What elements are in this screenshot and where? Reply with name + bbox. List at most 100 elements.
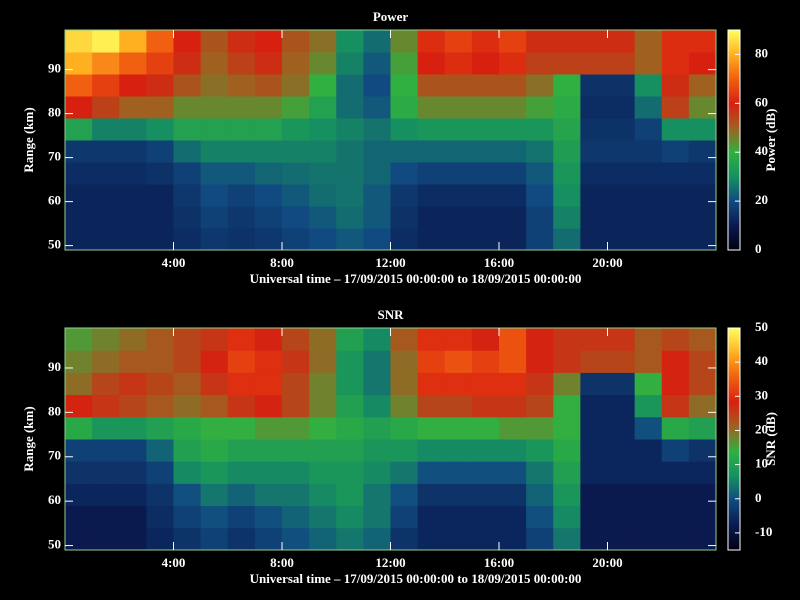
heatmap-cell — [580, 140, 608, 163]
heatmap-cell — [634, 206, 663, 229]
x-tick-label: 8:00 — [270, 555, 294, 570]
heatmap-cell — [661, 52, 690, 75]
heatmap-cell — [254, 140, 283, 163]
heatmap-cell — [526, 372, 554, 396]
heatmap-cell — [634, 30, 663, 53]
y-tick-label: 60 — [48, 193, 61, 208]
heatmap-cell — [309, 118, 337, 141]
heatmap-cell — [119, 328, 147, 351]
heatmap-cell — [444, 505, 473, 529]
heatmap-cell — [444, 30, 473, 53]
heatmap-cell — [526, 505, 554, 529]
heatmap-cell — [471, 30, 500, 53]
heatmap-cell — [282, 328, 310, 351]
heatmap-cell — [526, 184, 554, 207]
heatmap-cell — [309, 416, 337, 440]
heatmap-cell — [146, 206, 174, 229]
heatmap-cell — [444, 461, 473, 484]
heatmap-cell — [363, 140, 391, 163]
heatmap-cell — [309, 394, 337, 418]
heatmap-cell — [119, 394, 147, 418]
heatmap-cell — [444, 162, 473, 185]
heatmap-cell — [688, 416, 717, 440]
heatmap-cell — [661, 96, 690, 119]
heatmap-cell — [309, 372, 337, 396]
heatmap-cell — [444, 118, 473, 141]
colorbar-tick-label: 60 — [755, 94, 768, 109]
heatmap-cell — [200, 30, 229, 53]
heatmap-cell — [173, 372, 202, 396]
heatmap-cell — [363, 74, 391, 97]
heatmap-cell — [390, 372, 419, 396]
heatmap-cell — [526, 350, 554, 373]
heatmap — [65, 30, 717, 251]
heatmap-cell — [146, 118, 174, 141]
heatmap-cell — [146, 328, 174, 351]
heatmap-cell — [254, 372, 283, 396]
heatmap-cell — [227, 483, 256, 507]
heatmap-cell — [417, 184, 446, 207]
heatmap-cell — [200, 96, 229, 119]
heatmap-cell — [417, 162, 446, 185]
heatmap-cell — [92, 461, 120, 484]
heatmap-cell — [526, 461, 554, 484]
heatmap-cell — [363, 206, 391, 229]
heatmap-cell — [661, 162, 690, 185]
heatmap-cell — [607, 74, 636, 97]
heatmap-cell — [227, 328, 256, 351]
heatmap-cell — [390, 439, 419, 462]
heatmap-cell — [309, 96, 337, 119]
heatmap-cell — [471, 328, 500, 351]
heatmap-cell — [417, 350, 446, 373]
heatmap-cell — [146, 416, 174, 440]
heatmap-cell — [200, 439, 229, 462]
heatmap-cell — [173, 483, 202, 507]
y-tick-label: 80 — [48, 105, 61, 120]
heatmap-cell — [146, 184, 174, 207]
heatmap-cell — [471, 206, 500, 229]
heatmap-cell — [200, 162, 229, 185]
heatmap-cell — [200, 372, 229, 396]
heatmap-cell — [336, 483, 364, 507]
heatmap-cell — [173, 328, 202, 351]
heatmap-cell — [417, 206, 446, 229]
heatmap-cell — [282, 206, 310, 229]
heatmap-cell — [607, 118, 636, 141]
heatmap-cell — [417, 30, 446, 53]
heatmap-cell — [92, 162, 120, 185]
heatmap-cell — [65, 118, 93, 141]
heatmap-cell — [688, 328, 717, 351]
heatmap-cell — [526, 328, 554, 351]
heatmap-cell — [471, 162, 500, 185]
heatmap-cell — [363, 228, 391, 251]
heatmap-cell — [580, 439, 608, 462]
heatmap-cell — [92, 372, 120, 396]
heatmap-cell — [92, 30, 120, 53]
heatmap-cell — [200, 228, 229, 251]
heatmap-cell — [553, 30, 581, 53]
heatmap-cell — [471, 118, 500, 141]
heatmap-cell — [526, 118, 554, 141]
heatmap-cell — [336, 439, 364, 462]
heatmap-cell — [553, 184, 581, 207]
heatmap-cell — [417, 140, 446, 163]
heatmap-cell — [607, 394, 636, 418]
heatmap-cell — [390, 228, 419, 251]
heatmap-cell — [309, 184, 337, 207]
heatmap-cell — [65, 328, 93, 351]
heatmap-cell — [499, 505, 527, 529]
heatmap-cell — [471, 350, 500, 373]
heatmap-cell — [227, 140, 256, 163]
heatmap-cell — [688, 162, 717, 185]
heatmap-cell — [200, 74, 229, 97]
heatmap-cell — [444, 350, 473, 373]
heatmap-cell — [363, 505, 391, 529]
heatmap-cell — [65, 206, 93, 229]
heatmap-cell — [390, 118, 419, 141]
heatmap-cell — [336, 30, 364, 53]
heatmap-cell — [254, 505, 283, 529]
heatmap-cell — [417, 416, 446, 440]
heatmap-cell — [146, 372, 174, 396]
heatmap-cell — [607, 206, 636, 229]
